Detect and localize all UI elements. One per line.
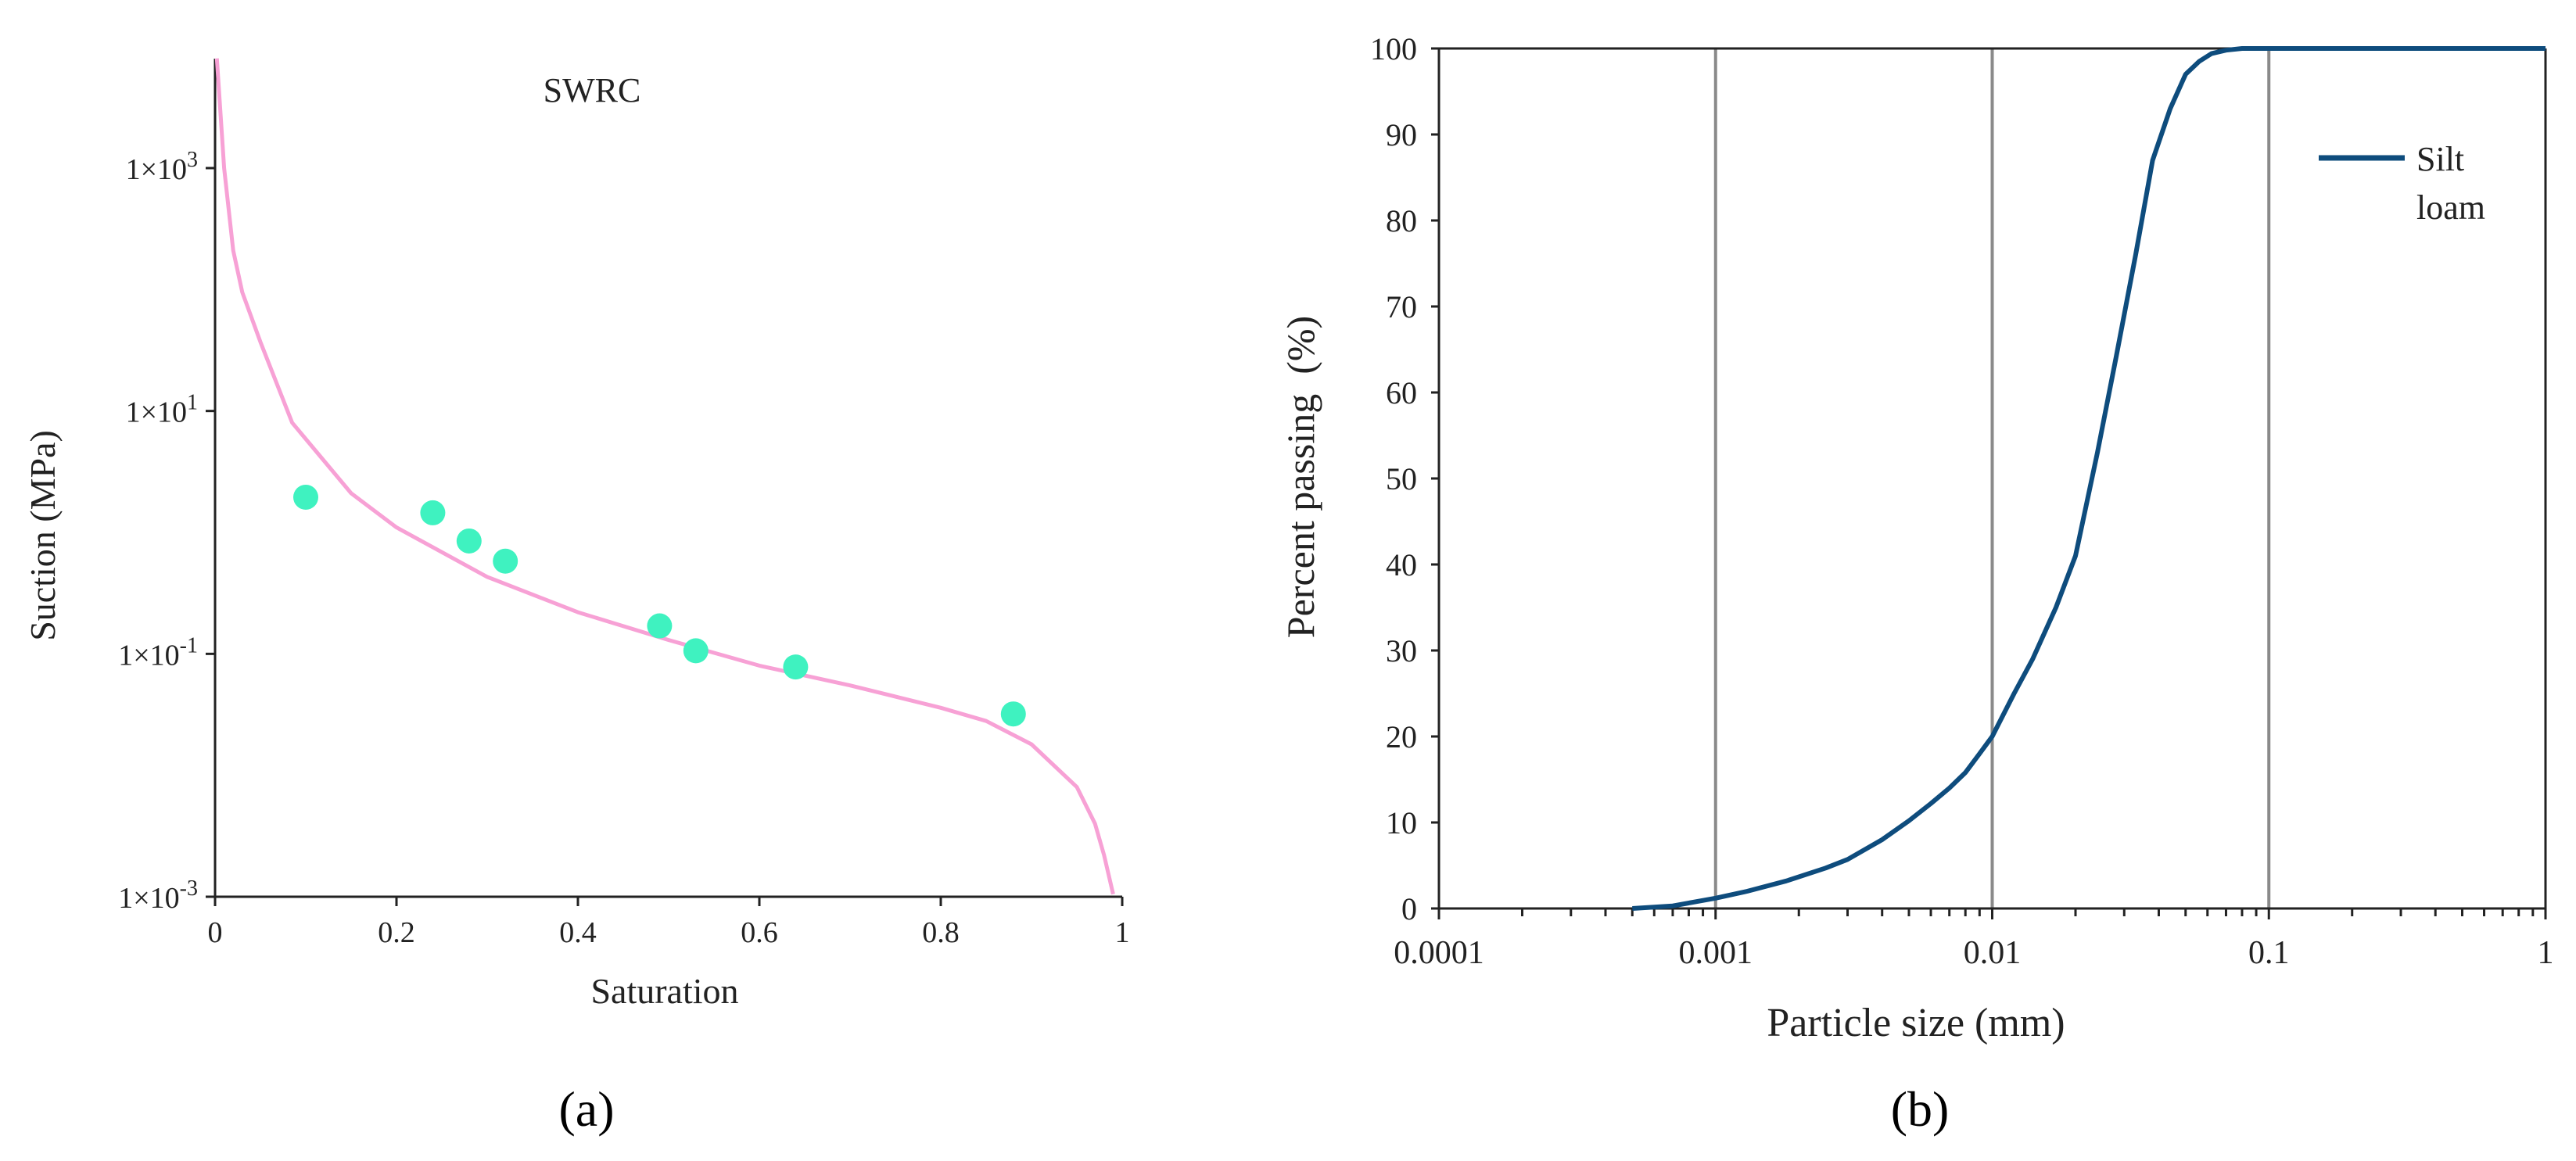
- chart-b-legend: Silt loam: [2319, 140, 2485, 227]
- chart-b-silt-loam-line: [1632, 46, 2546, 911]
- chart-b-y-tick-label: 90: [1386, 117, 1417, 152]
- swrc-chart: SWRC 0 0.2 0.4 0.6 0.8 1 1×10-3 1×10-1 1×101 1×10…: [23, 58, 1130, 1011]
- chart-a-y-axis-label: Suction (MPa): [23, 430, 63, 641]
- chart-a-data-point: [493, 548, 518, 574]
- chart-a-y-tick-label: 1×10-3: [118, 876, 198, 915]
- chart-a-x-axis-label: Saturation: [590, 971, 738, 1011]
- chart-a-x-tick-label: 0: [208, 916, 223, 949]
- chart-b-x-tick-label: 0.0001: [1394, 935, 1484, 971]
- chart-a-fitted-curve: [214, 58, 1115, 895]
- chart-b-x-tick-label: 1: [2538, 935, 2554, 971]
- chart-b-y-tick-label: 0: [1401, 891, 1417, 926]
- chart-b-x-tick-label: 0.001: [1679, 935, 1753, 971]
- chart-b-x-tick-label: 0.1: [2248, 935, 2290, 971]
- chart-a-data-point: [647, 613, 673, 639]
- chart-b-y-tick-label: 10: [1386, 805, 1417, 840]
- chart-a-y-tick-label: 1×101: [126, 391, 198, 429]
- chart-a-axes: 0 0.2 0.4 0.6 0.8 1 1×10-3 1×10-1 1×101 1×103: [118, 59, 1130, 949]
- grading-curve-chart: 0 10 20 30 40 50 60 70 80 90 100 0.0001 0.001 0.01 0.1…: [1279, 31, 2554, 1045]
- chart-b-y-tick-label: 100: [1370, 31, 1417, 66]
- chart-b-y-tick-label: 40: [1386, 547, 1417, 582]
- chart-a-x-tick-label: 0.4: [559, 916, 597, 949]
- chart-b-y-tick-label: 20: [1386, 719, 1417, 754]
- chart-a-measured-points: [293, 484, 1026, 727]
- chart-a-x-tick-label: 0.8: [922, 916, 960, 949]
- panel-b-label: (b): [1891, 1081, 1950, 1137]
- chart-b-y-tick-label: 50: [1386, 461, 1417, 496]
- chart-a-y-tick-label: 1×103: [126, 148, 198, 186]
- chart-a-data-point: [683, 638, 709, 664]
- legend-label-line-1: Silt: [2416, 140, 2464, 178]
- chart-a-data-point: [1000, 701, 1026, 727]
- chart-a-data-point: [420, 500, 446, 525]
- chart-a-x-tick-label: 1: [1115, 916, 1130, 949]
- chart-b-grid: [1713, 48, 2271, 908]
- chart-b-y-tick-label: 60: [1386, 375, 1417, 410]
- legend-label-line-2: loam: [2416, 188, 2485, 227]
- chart-b-y-tick-label: 80: [1386, 203, 1417, 238]
- chart-b-y-tick-label: 30: [1386, 633, 1417, 668]
- chart-a-y-tick-label: 1×10-1: [118, 633, 198, 672]
- chart-a-data-point: [456, 528, 482, 554]
- chart-b-x-axis-label: Particle size (mm): [1767, 1001, 2065, 1045]
- chart-b-x-tick-label: 0.01: [1964, 935, 2022, 971]
- chart-b-axes: 0 10 20 30 40 50 60 70 80 90 100 0.0001 0.001 0.01 0.1…: [1370, 31, 2554, 971]
- chart-b-series-path: [1632, 46, 2546, 911]
- chart-b-y-axis-label: Percent passing (%): [1279, 316, 1322, 638]
- chart-a-x-tick-label: 0.6: [741, 916, 778, 949]
- chart-a-curve-path: [214, 58, 1115, 895]
- panel-a-label: (a): [558, 1081, 614, 1137]
- chart-a-title: SWRC: [544, 71, 641, 109]
- chart-a-data-point: [293, 484, 318, 510]
- chart-b-y-tick-label: 70: [1386, 289, 1417, 324]
- chart-a-x-tick-label: 0.2: [378, 916, 415, 949]
- chart-a-data-point: [783, 654, 809, 680]
